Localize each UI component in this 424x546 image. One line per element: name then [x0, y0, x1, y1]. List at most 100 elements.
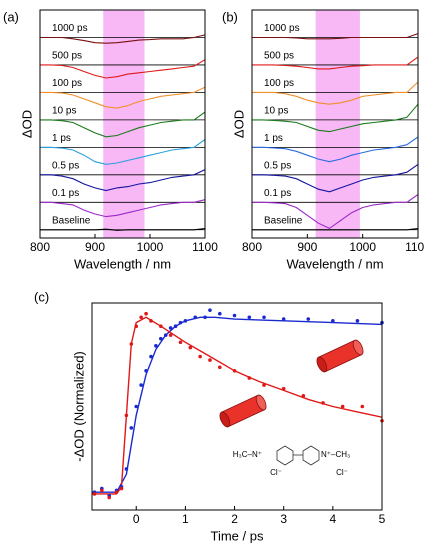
spectrum-line	[252, 136, 419, 163]
y-axis-label: ΔOD	[19, 110, 34, 138]
highlight-band	[103, 10, 145, 238]
spectrum-line	[40, 34, 206, 44]
data-point	[262, 315, 266, 320]
plot-frame	[91, 302, 383, 511]
x-tick-label: 1000	[349, 240, 376, 254]
trace-label: 500 ps	[264, 51, 294, 62]
x-tick-label: 3	[280, 512, 287, 526]
spectrum-line	[40, 199, 206, 218]
trace-label: 100 ps	[264, 78, 294, 89]
plot-frame	[39, 9, 206, 239]
spectrum-line	[40, 139, 206, 165]
x-tick-label: 4	[330, 512, 337, 526]
data-point	[134, 324, 139, 328]
spectrum-line	[252, 103, 419, 133]
trace-label: Baseline	[52, 215, 91, 226]
spectrum-line	[40, 169, 206, 192]
panel-label: (c)	[34, 289, 49, 304]
data-point	[144, 311, 148, 316]
trace-label: 1 ps	[52, 133, 71, 144]
data-point	[163, 333, 168, 337]
data-point	[232, 369, 237, 373]
x-tick-label: 900	[85, 240, 105, 254]
data-point	[232, 313, 237, 318]
x-tick-label: 2	[231, 512, 238, 526]
data-point	[129, 342, 134, 346]
trace-label: 0.5 ps	[264, 160, 291, 171]
data-point	[124, 467, 129, 471]
data-point	[159, 336, 163, 341]
spectrum-line	[252, 163, 419, 193]
panel-label: (b)	[222, 9, 238, 24]
highlight-band	[315, 10, 360, 238]
x-tick-label: 800	[242, 240, 262, 254]
trace-label: 10 ps	[264, 106, 288, 117]
molecule-structure	[276, 445, 320, 466]
data-point	[262, 383, 266, 387]
spectrum-line	[252, 194, 419, 230]
data-point	[154, 344, 158, 348]
molecule-label: Cl⁻	[336, 468, 348, 477]
data-point	[203, 315, 207, 320]
data-point	[159, 324, 163, 328]
data-point	[247, 315, 252, 320]
data-point	[124, 413, 129, 418]
y-axis-label: -ΔOD (Normalized)	[71, 351, 86, 462]
data-point	[198, 354, 202, 359]
nanorod-illustration	[316, 339, 364, 373]
data-point	[217, 311, 222, 316]
data-point	[149, 319, 153, 323]
data-point	[188, 345, 193, 350]
data-point	[178, 340, 183, 345]
data-point	[355, 319, 360, 323]
trace-label: 0.1 ps	[264, 188, 291, 199]
x-tick-label: 800	[30, 240, 50, 254]
data-point	[134, 404, 139, 409]
data-point	[144, 369, 148, 373]
spectrum-line	[252, 56, 419, 70]
molecule-label: N⁺–CH₃	[321, 450, 350, 459]
x-axis-label: Wavelength / nm	[286, 256, 383, 271]
spectrum-line	[252, 227, 419, 231]
x-tick-label: 1	[182, 512, 189, 526]
trace-label: 500 ps	[52, 51, 82, 62]
data-point	[321, 401, 325, 405]
x-axis-label: Time / ps	[211, 528, 264, 543]
data-point	[129, 426, 134, 430]
data-point	[107, 495, 112, 500]
data-point	[193, 315, 198, 320]
trace-label: 0.5 ps	[52, 160, 79, 171]
fit-line	[92, 316, 383, 495]
data-point	[92, 492, 97, 496]
spectrum-line	[252, 33, 419, 40]
data-point	[340, 404, 345, 409]
panel-label: (a)	[3, 9, 19, 24]
data-point	[183, 319, 188, 323]
data-point	[208, 358, 212, 362]
plot-frame	[251, 9, 419, 239]
x-tick-label: 1100	[192, 240, 218, 254]
x-tick-label: 1000	[137, 240, 164, 254]
spectrum-line	[40, 227, 206, 231]
molecule-label: Cl⁻	[270, 468, 282, 477]
data-point	[178, 320, 183, 325]
trace-label: 1000 ps	[52, 23, 88, 34]
data-point	[114, 490, 119, 494]
data-point	[281, 386, 286, 391]
trace-label: Baseline	[264, 215, 303, 226]
data-point	[100, 488, 104, 493]
trace-label: 100 ps	[52, 78, 82, 89]
data-point	[247, 376, 252, 380]
data-point	[149, 354, 153, 359]
data-point	[168, 333, 173, 337]
nanorod-illustration	[219, 394, 267, 428]
data-point	[331, 319, 335, 323]
x-tick-label: 1100	[405, 240, 424, 254]
molecule-label: H₃C–N⁺	[233, 450, 262, 459]
data-point	[301, 393, 306, 398]
trace-label: 0.1 ps	[52, 188, 79, 199]
data-point	[360, 404, 365, 409]
data-point	[173, 324, 178, 328]
spectrum-line	[40, 86, 206, 109]
